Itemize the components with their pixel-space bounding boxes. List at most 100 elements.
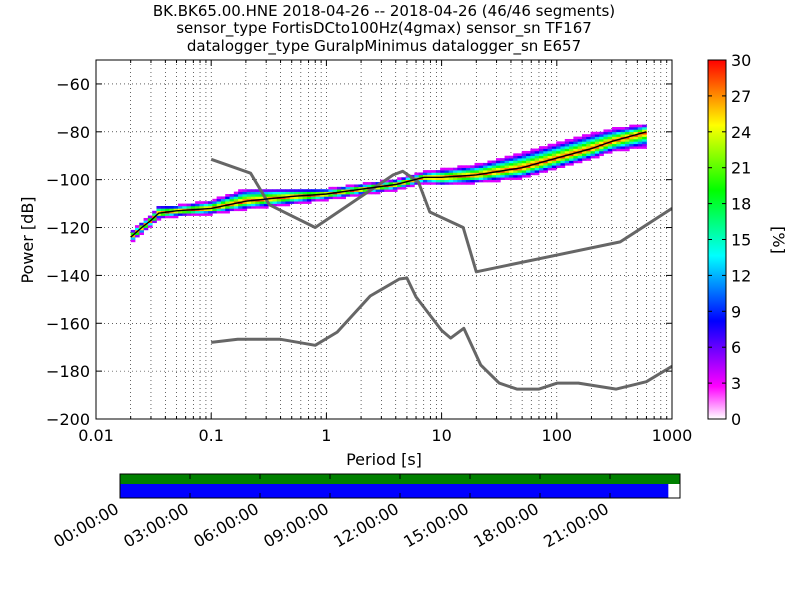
ppsd-cell xyxy=(521,153,527,157)
ppsd-cell xyxy=(358,184,364,188)
ppsd-cell xyxy=(573,136,579,140)
low-noise-model-curve xyxy=(211,276,672,391)
ppsd-cell xyxy=(556,160,561,164)
ppsd-cell xyxy=(483,179,488,183)
ppsd-cell xyxy=(500,158,506,161)
ppsd-cell xyxy=(612,136,617,140)
ppsd-cell xyxy=(543,148,548,152)
ppsd-cell xyxy=(431,182,437,185)
ppsd-cell xyxy=(440,167,445,171)
ppsd-cell xyxy=(474,177,480,180)
ppsd-cell xyxy=(547,162,553,166)
ppsd-cell xyxy=(216,196,222,200)
ppsd-cell xyxy=(345,191,351,195)
ppsd-cell xyxy=(629,136,634,140)
ppsd-cell xyxy=(560,162,566,166)
ppsd-cell xyxy=(508,158,514,161)
ppsd-cell xyxy=(422,170,428,173)
ppsd-cell xyxy=(538,148,544,152)
ppsd-cell xyxy=(521,174,527,178)
ppsd-cell xyxy=(341,194,346,197)
ppsd-cell xyxy=(354,184,359,188)
ppsd-cell xyxy=(556,150,561,154)
ppsd-cell xyxy=(457,170,463,173)
timeline-tick-label: 12:00:00 xyxy=(330,499,402,551)
ppsd-cell xyxy=(526,174,531,178)
ppsd-cell xyxy=(345,186,351,190)
ppsd-cell xyxy=(371,191,377,195)
ppsd-cell xyxy=(238,203,243,207)
ppsd-cell xyxy=(147,217,153,221)
ppsd-cell xyxy=(590,148,596,152)
ppsd-cell xyxy=(341,196,346,200)
ppsd-cell xyxy=(470,174,475,178)
ppsd-cell xyxy=(551,160,557,164)
y-tick-label: −160 xyxy=(46,314,90,333)
ppsd-cell xyxy=(182,210,187,214)
ppsd-cell xyxy=(569,141,574,145)
ppsd-cell xyxy=(354,191,359,195)
ppsd-cell xyxy=(633,131,639,135)
ppsd-cell xyxy=(547,167,553,171)
ppsd-cell xyxy=(513,165,518,168)
ppsd-cell xyxy=(538,153,544,157)
ppsd-cell xyxy=(130,239,136,243)
ppsd-cell xyxy=(130,229,136,233)
ppsd-cell xyxy=(620,127,626,130)
ppsd-cell xyxy=(444,172,450,176)
ppsd-cell xyxy=(508,160,514,164)
colorbar-tick-label: 3 xyxy=(731,374,741,393)
ppsd-cell xyxy=(642,134,647,137)
ppsd-cell xyxy=(392,184,398,188)
ppsd-cell xyxy=(642,143,647,147)
ppsd-cell xyxy=(328,196,334,200)
ppsd-cell xyxy=(169,205,175,209)
ppsd-cell xyxy=(392,182,398,185)
ppsd-cell xyxy=(311,189,316,192)
ppsd-cell xyxy=(225,196,230,200)
ppsd-cell xyxy=(358,189,364,192)
ppsd-cell xyxy=(190,213,196,216)
ppsd-cell xyxy=(195,213,200,216)
ppsd-cell xyxy=(474,172,480,176)
ppsd-cell xyxy=(564,148,570,152)
ppsd-cell xyxy=(504,162,510,166)
ppsd-cell xyxy=(500,174,506,178)
ppsd-cell xyxy=(530,160,536,164)
ppsd-cell xyxy=(457,172,463,176)
ppsd-cell xyxy=(637,138,643,142)
ppsd-cell xyxy=(569,143,574,147)
ppsd-cell xyxy=(478,174,484,178)
ppsd-cell xyxy=(590,153,596,157)
ppsd-cell xyxy=(547,155,553,159)
ppsd-cell xyxy=(547,148,553,152)
ppsd-cell xyxy=(156,205,162,209)
ppsd-cell xyxy=(569,146,574,149)
ppsd-cell xyxy=(577,153,583,157)
ppsd-cell xyxy=(513,158,518,161)
ppsd-cell xyxy=(371,189,377,192)
ppsd-cell xyxy=(594,153,600,157)
ppsd-cell xyxy=(216,198,222,202)
ppsd-cell xyxy=(470,179,475,183)
ppsd-cell xyxy=(435,170,441,173)
ppsd-cell xyxy=(487,162,493,166)
ppsd-cell xyxy=(220,210,226,214)
ppsd-cell xyxy=(551,150,557,154)
ppsd-cell xyxy=(156,208,162,212)
ppsd-cell xyxy=(612,131,617,135)
ppsd-cell xyxy=(642,127,647,130)
ppsd-cell xyxy=(530,150,536,154)
ppsd-cell xyxy=(156,213,162,216)
ppsd-cell xyxy=(517,153,523,157)
ppsd-cell xyxy=(569,160,574,164)
ppsd-cell xyxy=(629,124,634,128)
ppsd-cell xyxy=(367,182,372,185)
ppsd-cell xyxy=(569,162,574,166)
ppsd-cell xyxy=(182,213,187,216)
ppsd-cell xyxy=(397,177,402,180)
ppsd-cell xyxy=(220,196,226,200)
ppsd-cell xyxy=(233,208,239,212)
ppsd-cell xyxy=(242,191,248,195)
ppsd-cell xyxy=(354,189,359,192)
